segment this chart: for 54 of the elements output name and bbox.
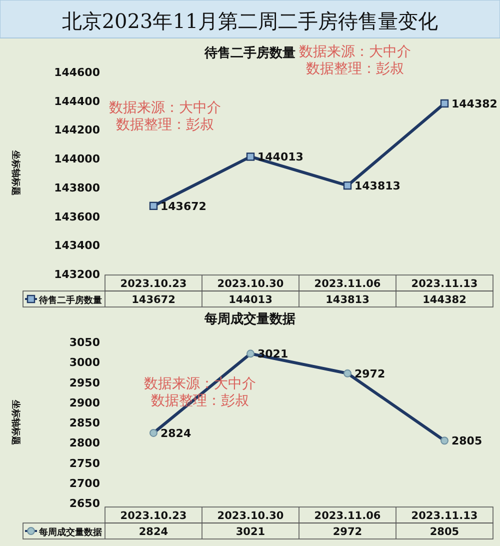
y-tick-label: 2850 <box>69 416 100 430</box>
y-tick-label: 2800 <box>69 436 100 450</box>
chart-title: 每周成交量数据 <box>204 311 296 327</box>
x-tick-label: 2023.11.06 <box>314 278 381 290</box>
x-tick-label: 2023.11.13 <box>411 278 478 290</box>
data-label: 3021 <box>236 526 266 538</box>
y-tick-label: 3000 <box>69 356 100 370</box>
chart-subtitle: 待售二手房数量 <box>204 45 296 61</box>
annotation: 143672 <box>160 200 206 213</box>
y-tick-label: 3050 <box>69 336 100 349</box>
annotation: 3021 <box>258 348 288 361</box>
annotation: 2972 <box>354 367 386 380</box>
annotation: 数据整理：彭叔 <box>306 61 404 77</box>
annotation: 144382 <box>452 97 498 110</box>
data-label: 143813 <box>326 294 370 306</box>
y-tick-label: 2700 <box>69 476 100 490</box>
legend-label: 待售二手房数量 <box>38 295 102 306</box>
annotation: 143813 <box>354 180 400 193</box>
y-tick-label: 2650 <box>69 497 100 510</box>
source-note: 数据来源：大中介 <box>299 44 411 60</box>
data-label: 2805 <box>430 526 460 538</box>
y-tick-label: 143600 <box>54 210 100 224</box>
y-axis-title: 坐标轴标题 <box>10 150 21 196</box>
x-tick-label: 2023.10.30 <box>217 278 284 290</box>
annotation: 数据整理：彭叔 <box>151 393 249 409</box>
y-tick-label: 144400 <box>54 94 100 108</box>
y-tick-label: 144600 <box>54 66 100 79</box>
x-tick-label: 2023.11.13 <box>411 510 478 522</box>
annotation: 数据整理：彭叔 <box>116 117 214 133</box>
annotation: 数据来源：大中介 <box>144 376 256 392</box>
annotation: 144013 <box>258 150 304 164</box>
x-tick-label: 2023.10.23 <box>120 510 187 522</box>
data-label: 144013 <box>228 294 272 306</box>
data-label: 143672 <box>132 294 176 306</box>
y-tick-label: 2950 <box>69 376 100 390</box>
x-tick-label: 2023.10.23 <box>120 278 187 290</box>
data-label: 2824 <box>138 526 168 538</box>
y-tick-label: 2750 <box>69 456 100 470</box>
data-label: 144382 <box>422 294 466 306</box>
annotation: 2805 <box>452 434 482 448</box>
y-tick-label: 143200 <box>54 268 100 281</box>
x-tick-label: 2023.11.06 <box>314 510 381 522</box>
y-tick-label: 144000 <box>54 152 100 166</box>
y-tick-label: 2900 <box>69 396 100 410</box>
y-tick-label: 143800 <box>54 181 100 194</box>
annotation: 数据来源：大中介 <box>109 100 221 116</box>
legend-label: 每周成交量数据 <box>38 527 102 538</box>
data-label: 2972 <box>332 526 362 538</box>
chart-title: 北京2023年11月第二周二手房待售量变化 <box>62 9 438 33</box>
y-axis-title: 坐标轴标题 <box>10 399 21 445</box>
x-tick-label: 2023.10.30 <box>217 510 284 522</box>
y-tick-label: 143400 <box>54 239 100 252</box>
y-tick-label: 144200 <box>54 124 100 137</box>
annotation: 2824 <box>160 426 192 440</box>
